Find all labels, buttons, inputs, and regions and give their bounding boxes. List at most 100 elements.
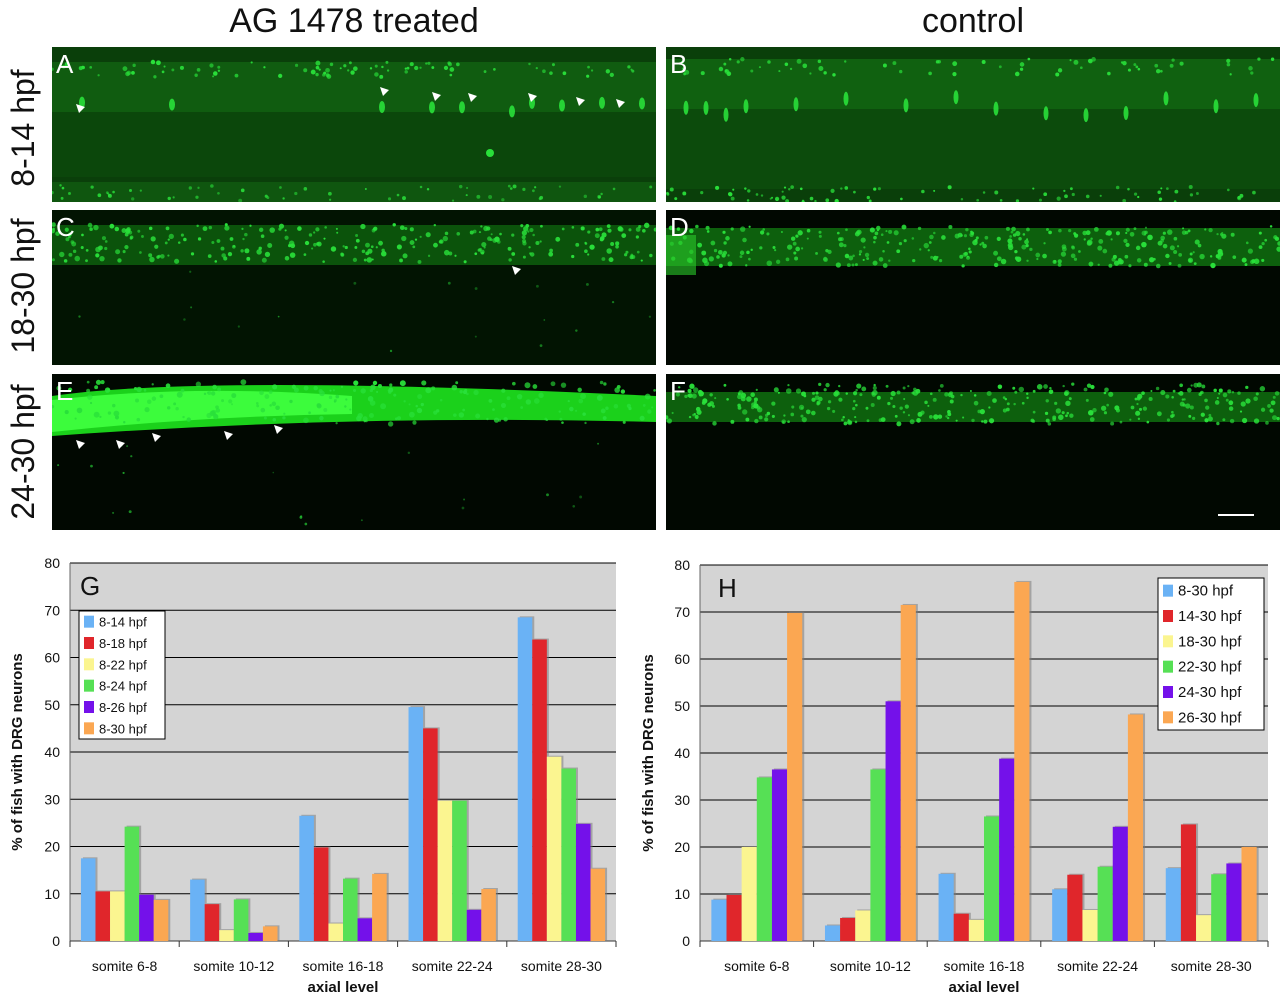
bar bbox=[139, 894, 154, 941]
y-tick-label: 50 bbox=[44, 697, 60, 713]
x-tick-label: somite 10-12 bbox=[193, 958, 274, 974]
arrowhead-marker bbox=[76, 440, 85, 449]
y-tick-label: 30 bbox=[674, 792, 690, 808]
bar bbox=[466, 909, 482, 941]
bar bbox=[80, 858, 96, 941]
x-axis-title: axial level bbox=[308, 979, 379, 996]
right-column-title: control bbox=[921, 2, 1025, 40]
x-tick-label: somite 16-18 bbox=[944, 958, 1025, 974]
y-tick-label: 40 bbox=[44, 744, 60, 760]
y-tick-label: 0 bbox=[682, 933, 690, 949]
bar bbox=[575, 823, 591, 941]
chart-h: 0 10 20 30 40 50 60 70 80 somite 6-8 somite 10-12 s… bbox=[640, 557, 1269, 996]
y-tick-label: 60 bbox=[674, 651, 690, 667]
left-column-title: AG 1478 treated bbox=[229, 2, 479, 40]
legend-entry: 14-30 hpf bbox=[1178, 608, 1242, 625]
micrograph-panel-d: D bbox=[666, 210, 1280, 365]
legend-entry: 8-26 hpf bbox=[99, 700, 147, 715]
bar bbox=[343, 878, 358, 941]
bar bbox=[855, 910, 871, 941]
legend-swatch bbox=[84, 679, 94, 692]
arrowhead-marker bbox=[432, 92, 441, 101]
arrowhead-marker bbox=[512, 266, 521, 275]
bar bbox=[870, 769, 886, 941]
x-tick-label: somite 28-30 bbox=[1171, 958, 1252, 974]
bar bbox=[262, 926, 278, 941]
x-tick-label: somite 6-8 bbox=[92, 958, 158, 974]
bar bbox=[204, 904, 220, 941]
bar bbox=[1067, 874, 1083, 941]
bar bbox=[824, 925, 841, 941]
bar bbox=[885, 701, 901, 941]
bar bbox=[1097, 866, 1113, 941]
bar bbox=[190, 879, 205, 941]
arrowhead-marker bbox=[380, 87, 389, 96]
row-label-1: 8-14 hpf bbox=[5, 69, 41, 187]
panel-letter-b: B bbox=[670, 49, 688, 79]
panel-letter: H bbox=[718, 573, 737, 603]
bar-charts: 0 10 20 30 40 50 60 70 80 somite 6-8 somite 10-12 s… bbox=[9, 555, 1269, 996]
legend-swatch bbox=[1163, 711, 1173, 724]
legend-entry: 8-14 hpf bbox=[99, 615, 147, 630]
panel-letter-d: D bbox=[670, 212, 689, 242]
bar bbox=[299, 815, 314, 941]
y-tick-label: 10 bbox=[674, 886, 690, 902]
bar bbox=[452, 800, 467, 941]
legend-entry: 8-18 hpf bbox=[99, 636, 147, 651]
legend-entry: 8-22 hpf bbox=[99, 657, 147, 672]
micrograph-panel-e: E bbox=[52, 374, 656, 530]
bar bbox=[968, 919, 984, 941]
bar bbox=[590, 868, 606, 941]
arrowhead-marker bbox=[616, 99, 625, 108]
bar bbox=[408, 707, 424, 941]
bar bbox=[1211, 874, 1227, 941]
y-tick-label: 40 bbox=[674, 745, 690, 761]
bar bbox=[1127, 714, 1144, 941]
y-tick-label: 0 bbox=[52, 933, 60, 949]
micrograph-panel-a: A bbox=[52, 47, 656, 202]
micrograph-panel-c: C bbox=[52, 210, 656, 365]
x-tick-label: somite 28-30 bbox=[521, 958, 602, 974]
legend-swatch bbox=[1163, 584, 1173, 597]
micrograph-panel-f: F bbox=[666, 374, 1280, 530]
x-axis-title: axial level bbox=[949, 979, 1020, 996]
bar bbox=[938, 873, 954, 941]
y-tick-label: 20 bbox=[44, 839, 60, 855]
bar bbox=[1014, 581, 1030, 941]
bar bbox=[953, 913, 969, 941]
x-tick-label: somite 10-12 bbox=[830, 958, 911, 974]
arrowhead-marker bbox=[274, 425, 283, 434]
bar bbox=[219, 930, 234, 941]
legend-entry: 22-30 hpf bbox=[1178, 659, 1242, 676]
y-tick-label: 10 bbox=[44, 886, 60, 902]
bar bbox=[840, 917, 856, 941]
bar bbox=[110, 891, 125, 941]
bar bbox=[1112, 826, 1128, 941]
bar bbox=[1082, 909, 1098, 941]
legend-entry: 24-30 hpf bbox=[1178, 684, 1242, 701]
micrograph-c-image bbox=[52, 210, 656, 365]
bar bbox=[372, 873, 387, 941]
bar bbox=[124, 826, 140, 941]
legend-swatch bbox=[1163, 635, 1173, 648]
legend-entry: 8-24 hpf bbox=[99, 679, 147, 694]
scale-bar bbox=[1218, 514, 1254, 516]
legend-swatch bbox=[1163, 686, 1173, 698]
bar bbox=[1241, 847, 1257, 941]
bar bbox=[726, 894, 742, 941]
legend-swatch bbox=[84, 615, 94, 628]
y-tick-label: 80 bbox=[44, 555, 60, 571]
legend-entry: 18-30 hpf bbox=[1178, 633, 1242, 650]
bar bbox=[1226, 863, 1242, 941]
legend-swatch bbox=[84, 722, 94, 735]
bar bbox=[984, 816, 1000, 941]
y-tick-label: 70 bbox=[44, 602, 60, 618]
bar bbox=[1165, 868, 1181, 941]
bar bbox=[546, 756, 562, 941]
arrowhead-marker bbox=[224, 431, 233, 440]
row-label-2: 18-30 hpf bbox=[5, 218, 41, 354]
bar bbox=[248, 932, 263, 941]
arrowhead-marker bbox=[576, 97, 585, 106]
panel-letter-c: C bbox=[56, 212, 75, 242]
legend-entry: 8-30 hpf bbox=[1178, 583, 1234, 600]
